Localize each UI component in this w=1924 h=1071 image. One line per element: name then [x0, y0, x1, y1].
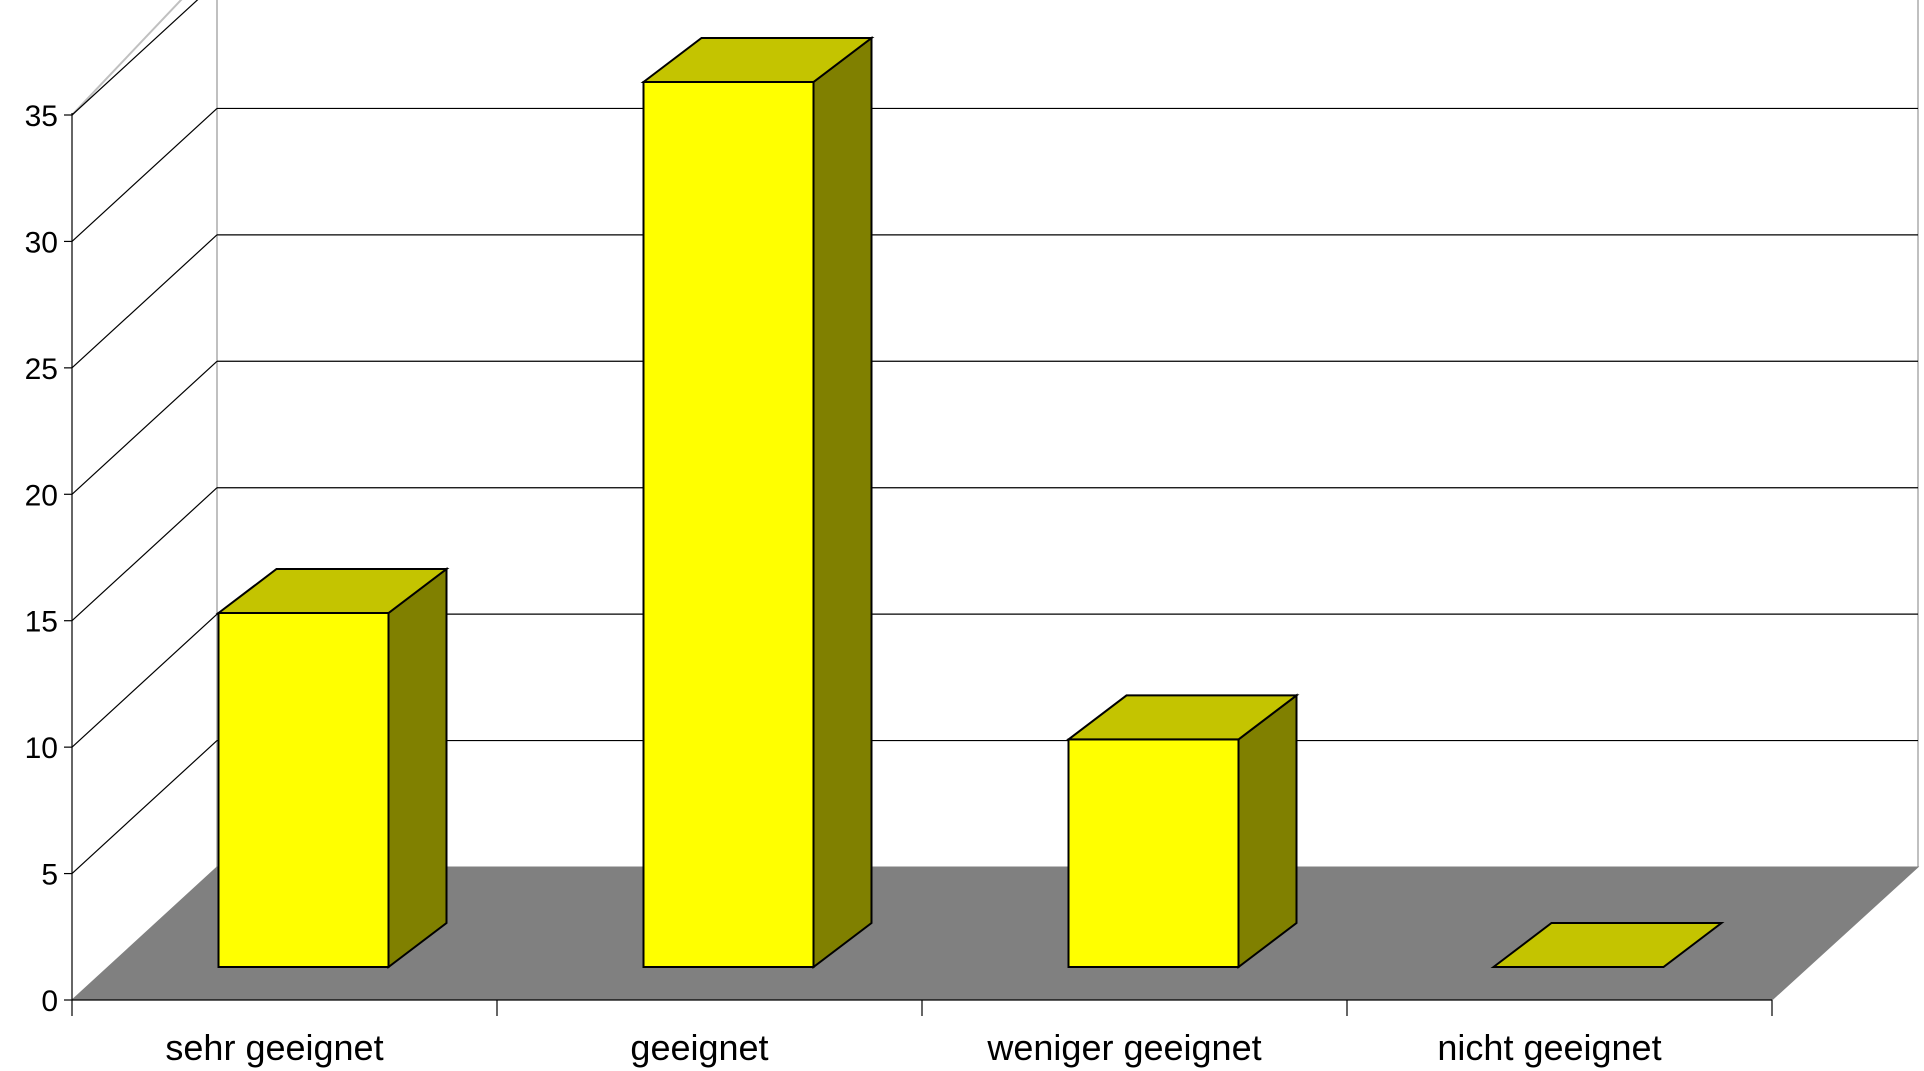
y-tick-label: 35	[25, 100, 58, 133]
gridline-side-10	[71, 613, 218, 748]
bar-nicht-geeignet	[1490, 922, 1725, 968]
bar-top-face	[1065, 694, 1300, 741]
y-tick-label: 10	[25, 732, 58, 765]
bar-weniger-geeignet	[1065, 693, 1300, 970]
bar-top-face	[215, 568, 450, 614]
y-tick-label: 0	[41, 985, 58, 1018]
y-tick-label: 5	[41, 859, 58, 892]
bar-side-face	[387, 566, 448, 970]
bar-front-face	[642, 81, 815, 968]
gridline-side-15	[71, 487, 218, 622]
y-tick-label: 30	[25, 226, 58, 259]
gridlines	[71, 0, 1918, 875]
gridline-side-30	[71, 107, 218, 242]
y-tick-label: 15	[25, 606, 58, 639]
x-category-label: geeignet	[630, 1027, 768, 1068]
bar-top-face	[1490, 922, 1725, 968]
y-tick-label: 25	[25, 353, 58, 386]
bar-front-face	[217, 612, 390, 968]
bar-top-face	[640, 37, 875, 83]
y-tick-label: 20	[25, 479, 58, 512]
x-category-label: weniger geeignet	[986, 1027, 1261, 1068]
bars	[215, 35, 1725, 970]
x-axis-category-labels: sehr geeignet geeignet weniger geeignet nic…	[165, 1027, 1661, 1068]
axes	[64, 113, 1773, 1016]
bar-side-face	[812, 35, 873, 970]
gridline-side-35	[71, 0, 199, 116]
gridline-side-20	[71, 360, 218, 495]
bar-sehr-geeignet	[215, 566, 450, 970]
gridline-side-25	[71, 234, 218, 369]
x-category-label: nicht geeignet	[1437, 1027, 1661, 1068]
bar-front-face	[1067, 738, 1240, 969]
bar-geeignet	[640, 35, 875, 970]
gridline-side-5	[71, 740, 218, 875]
x-category-label: sehr geeignet	[165, 1027, 383, 1068]
bar-side-face	[1237, 693, 1298, 970]
side-wall-top-edge	[71, 0, 183, 116]
chart-walls	[71, 0, 1919, 867]
y-axis-tick-labels: 0 5 10 15 20 25 30 35	[25, 100, 58, 1018]
